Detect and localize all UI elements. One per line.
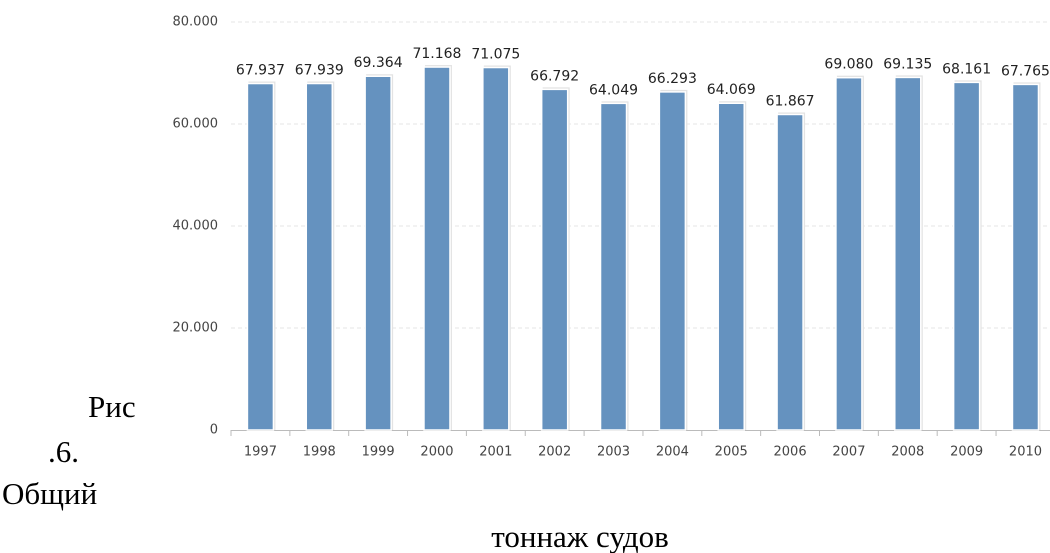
bar (599, 102, 628, 431)
bar (364, 75, 392, 431)
x-tick-label: 2005 (715, 445, 748, 460)
data-label: 67.937 (236, 63, 285, 79)
bar (482, 66, 510, 431)
data-label: 69.135 (883, 56, 932, 72)
x-tick-label: 2006 (774, 445, 807, 460)
x-tick-label: 1998 (303, 445, 336, 460)
data-label: 71.168 (412, 46, 461, 62)
x-tick-label: 1999 (362, 445, 395, 460)
x-tick-label: 2009 (950, 445, 983, 460)
bar (658, 91, 687, 431)
data-label: 66.792 (530, 68, 579, 84)
data-label: 69.364 (354, 55, 403, 71)
caption: Общий (2, 476, 97, 511)
data-label: 68.161 (942, 61, 991, 77)
bar (776, 113, 804, 431)
bar (952, 81, 981, 431)
data-label: 71.075 (471, 47, 520, 63)
caption: .6. (48, 434, 79, 469)
bar (717, 102, 745, 431)
x-tick-label: 2000 (420, 445, 453, 460)
data-label: 69.080 (824, 57, 873, 73)
data-label: 64.069 (707, 82, 756, 98)
x-tick-label: 2008 (891, 445, 924, 460)
data-label: 66.293 (648, 71, 697, 87)
caption: тоннаж судов (491, 519, 669, 553)
x-tick-label: 2002 (538, 445, 571, 460)
caption: Рис (88, 389, 136, 424)
bar (540, 88, 569, 431)
x-tick-label: 2004 (656, 445, 689, 460)
bar (246, 82, 275, 431)
bar (835, 76, 863, 431)
x-tick-label: 2010 (1009, 445, 1042, 460)
x-tick-label: 1997 (244, 445, 277, 460)
bar (894, 76, 922, 431)
data-label: 61.867 (766, 93, 815, 109)
x-tick-label: 2007 (832, 445, 865, 460)
bar (1011, 83, 1040, 431)
data-label: 64.049 (589, 82, 638, 98)
data-label: 67.765 (1001, 63, 1050, 79)
bar (423, 66, 451, 431)
x-tick-label: 2003 (597, 445, 630, 460)
y-tick-label: 60.000 (173, 117, 219, 132)
y-tick-label: 40.000 (173, 219, 219, 234)
y-tick-label: 20.000 (173, 321, 219, 336)
bar (305, 82, 334, 431)
y-tick-label: 0 (210, 423, 218, 438)
y-tick-label: 80.000 (173, 15, 219, 30)
x-tick-label: 2001 (479, 445, 512, 460)
data-label: 67.939 (295, 63, 344, 79)
